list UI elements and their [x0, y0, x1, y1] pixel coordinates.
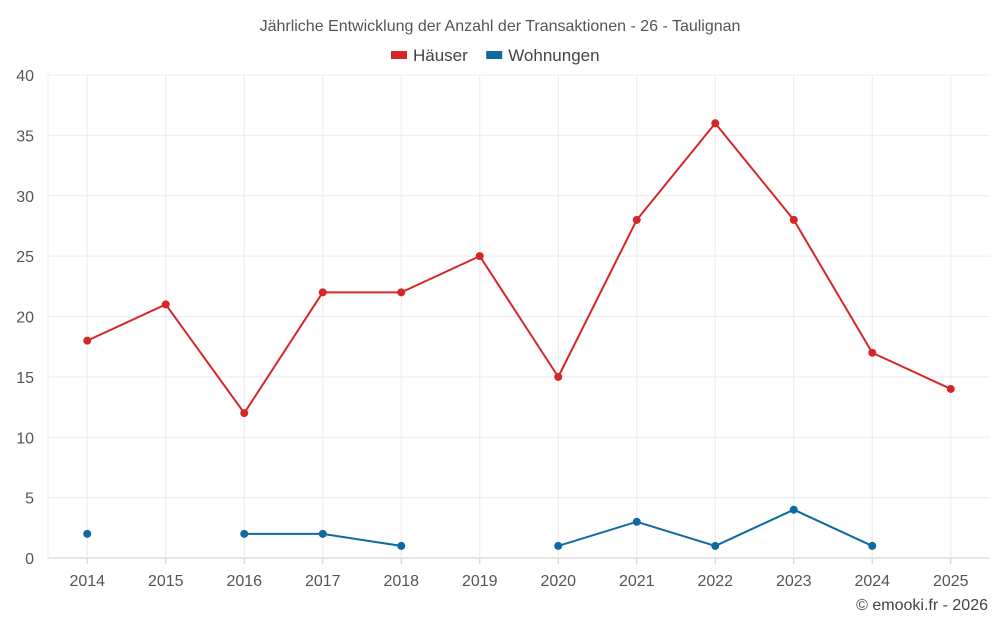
- series-1-point-2018: [397, 541, 406, 550]
- y-tick-label-35: 35: [16, 128, 34, 145]
- x-tick-label-2020: 2020: [540, 573, 576, 590]
- series-1-point-2017: [318, 529, 327, 538]
- series-0-point-2021: [632, 215, 641, 224]
- x-tick-label-2021: 2021: [619, 573, 655, 590]
- series-0-point-2015: [161, 300, 170, 309]
- series-0-segment-2022: [714, 122, 795, 221]
- x-tick-label-2023: 2023: [776, 573, 812, 590]
- y-tick-label-15: 15: [16, 370, 34, 387]
- series-0-point-2017: [318, 288, 327, 297]
- chart-title: Jährliche Entwicklung der Anzahl der Tra…: [260, 18, 741, 35]
- y-tick-label-10: 10: [16, 430, 34, 447]
- y-tick-label-5: 5: [25, 491, 34, 508]
- series-1-point-2023: [789, 505, 798, 514]
- y-tick-label-25: 25: [16, 249, 34, 266]
- series-1-point-2022: [711, 541, 720, 550]
- x-axis: 2014 2015 2016 2017 2018 2019 2020 2021 2022 2023…: [69, 558, 969, 590]
- series-0-segment-2020: [557, 219, 638, 378]
- x-tick-label-2015: 2015: [148, 573, 184, 590]
- y-tick-label-30: 30: [16, 189, 34, 206]
- series-1-point-2021: [632, 517, 641, 526]
- series-1-segment-2021: [636, 520, 716, 547]
- series-0: [83, 119, 955, 418]
- series-1-segment-2023: [793, 508, 873, 547]
- series-0-point-2014: [83, 336, 92, 345]
- series-0-segment-2018: [400, 255, 481, 294]
- series-0-point-2024: [868, 348, 877, 357]
- series-0-segment-2016: [243, 291, 324, 414]
- credit: © emooki.fr - 2026: [856, 597, 988, 614]
- series-0-segment-2014: [86, 303, 167, 342]
- series-0-segment-2019: [478, 255, 560, 378]
- series-0-point-2019: [475, 252, 484, 261]
- series-0-segment-2021: [635, 122, 717, 221]
- x-tick-label-2017: 2017: [305, 573, 341, 590]
- series-1-point-2014: [83, 529, 92, 538]
- series-0-point-2020: [554, 372, 563, 381]
- series-layer: [83, 119, 955, 550]
- series-0-point-2018: [397, 288, 406, 297]
- x-tick-label-2022: 2022: [697, 573, 733, 590]
- series-0-point-2025: [946, 384, 955, 393]
- series-1: [83, 505, 877, 550]
- x-tick-label-2016: 2016: [226, 573, 262, 590]
- y-axis: 0 5 10 15 20 25 30 35 40: [16, 68, 34, 568]
- x-tick-label-2019: 2019: [462, 573, 498, 590]
- legend: Häuser Wohnungen: [391, 46, 600, 65]
- x-tick-label-2018: 2018: [383, 573, 419, 590]
- series-0-point-2022: [711, 119, 720, 128]
- x-tick-label-2025: 2025: [933, 573, 969, 590]
- legend-swatch-1: [486, 51, 503, 59]
- series-1-point-2020: [554, 541, 563, 550]
- legend-swatch-0: [391, 51, 407, 59]
- x-tick-label-2024: 2024: [854, 573, 890, 590]
- y-tick-label-40: 40: [16, 68, 34, 85]
- series-1-segment-2017: [322, 532, 402, 547]
- series-0-segment-2023: [792, 219, 874, 354]
- y-tick-label-0: 0: [25, 551, 34, 568]
- legend-label-1: Wohnungen: [508, 46, 599, 65]
- legend-label-0: Häuser: [413, 46, 468, 65]
- series-1-segment-2022: [714, 508, 795, 547]
- series-1-point-2024: [868, 541, 877, 550]
- grid: [47, 74, 990, 559]
- series-0-segment-2024: [871, 351, 952, 390]
- series-0-point-2016: [240, 409, 249, 418]
- x-tick-label-2014: 2014: [69, 573, 105, 590]
- series-1-segment-2020: [557, 520, 638, 547]
- series-0-point-2023: [789, 215, 798, 224]
- series-0-segment-2015: [164, 303, 246, 414]
- series-1-point-2016: [240, 529, 249, 538]
- y-tick-label-20: 20: [16, 310, 34, 327]
